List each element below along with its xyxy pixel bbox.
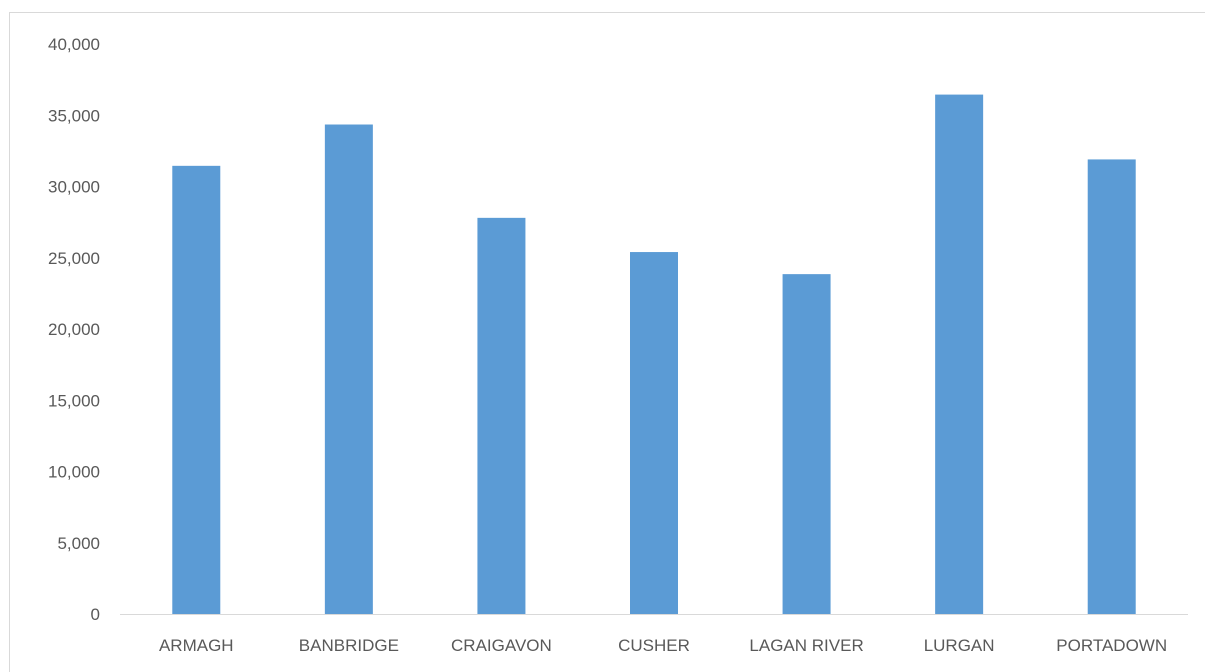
x-tick-label: LURGAN (924, 636, 995, 655)
x-tick-label: ARMAGH (159, 636, 234, 655)
x-tick-label: BANBRIDGE (299, 636, 399, 655)
x-tick-label: CRAIGAVON (451, 636, 552, 655)
bar-lagan-river (782, 274, 831, 614)
bar-banbridge (324, 124, 373, 614)
bar-armagh (172, 165, 221, 614)
bar-lurgan (935, 94, 984, 614)
x-axis-tick-labels: ARMAGH BANBRIDGE CRAIGAVON CUSHER LAGAN RIVE… (159, 636, 1167, 655)
chart-frame (9, 12, 1205, 672)
y-tick-label: 20,000 (48, 320, 100, 339)
x-tick-label: PORTADOWN (1056, 636, 1167, 655)
y-tick-label: 10,000 (48, 463, 100, 482)
y-tick-label: 40,000 (48, 35, 100, 54)
y-tick-label: 35,000 (48, 106, 100, 125)
bar-portadown (1087, 159, 1136, 615)
y-tick-label: 15,000 (48, 391, 100, 410)
y-tick-label: 30,000 (48, 178, 100, 197)
bar-cusher (630, 252, 678, 615)
y-tick-label: 0 (91, 605, 100, 624)
y-tick-label: 25,000 (48, 249, 100, 268)
x-tick-label: CUSHER (618, 636, 690, 655)
bar-series (172, 94, 1136, 615)
y-axis-tick-labels: 0 5,000 10,000 15,000 20,000 25,000 30,000 35,0… (48, 35, 100, 624)
y-tick-label: 5,000 (57, 534, 100, 553)
x-tick-label: LAGAN RIVER (749, 636, 863, 655)
bar-craigavon (477, 217, 526, 614)
